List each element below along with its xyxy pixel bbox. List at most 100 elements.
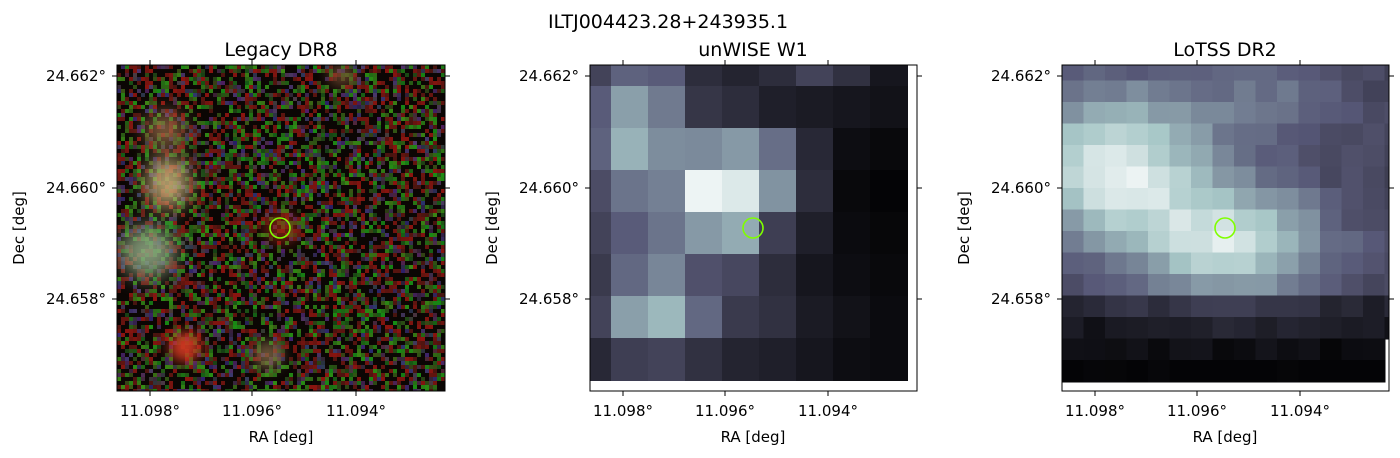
image-pixel: [405, 121, 409, 125]
image-pixel: [133, 285, 137, 289]
image-pixel: [141, 177, 145, 181]
image-pixel: [385, 257, 389, 261]
image-pixel: [1083, 295, 1106, 318]
image-pixel: [329, 289, 333, 293]
image-pixel: [389, 173, 393, 177]
image-pixel: [325, 109, 329, 113]
image-pixel: [229, 89, 233, 93]
image-pixel: [1083, 317, 1106, 340]
image-pixel: [313, 89, 317, 93]
image-pixel: [365, 73, 369, 77]
image-pixel: [421, 281, 425, 285]
image-pixel: [293, 117, 297, 121]
image-pixel: [397, 213, 401, 217]
image-pixel: [241, 265, 245, 269]
image-pixel: [437, 241, 441, 245]
image-pixel: [269, 313, 273, 317]
image-pixel: [796, 338, 834, 381]
image-pixel: [213, 181, 217, 185]
image-pixel: [337, 269, 341, 273]
image-pixel: [381, 65, 385, 69]
image-pixel: [381, 137, 385, 141]
image-pixel: [389, 237, 393, 241]
image-pixel: [257, 257, 261, 261]
image-pixel: [201, 309, 205, 313]
image-pixel: [361, 157, 365, 161]
image-pixel: [153, 89, 157, 93]
image-pixel: [305, 205, 309, 209]
image-pixel: [297, 165, 301, 169]
image-pixel: [377, 245, 381, 249]
image-pixel: [141, 165, 145, 169]
image-pixel: [241, 245, 245, 249]
image-pixel: [117, 265, 121, 269]
image-pixel: [333, 93, 337, 97]
image-pixel: [341, 369, 345, 373]
image-pixel: [796, 128, 834, 171]
image-pixel: [421, 197, 425, 201]
image-pixel: [345, 253, 349, 257]
image-pixel: [437, 349, 441, 353]
image-pixel: [189, 145, 193, 149]
image-pixel: [425, 357, 429, 361]
image-pixel: [257, 289, 261, 293]
image-pixel: [433, 369, 437, 373]
image-pixel: [225, 309, 229, 313]
image-pixel: [341, 233, 345, 237]
image-pixel: [189, 293, 193, 297]
image-pixel: [229, 297, 233, 301]
image-pixel: [169, 97, 173, 101]
y-tick-label: 24.662°: [991, 67, 1051, 85]
image-pixel: [249, 177, 253, 181]
image-pixel: [437, 301, 441, 305]
image-pixel: [409, 225, 413, 229]
image-pixel: [313, 181, 317, 185]
image-pixel: [181, 365, 185, 369]
image-pixel: [325, 89, 329, 93]
image-pixel: [233, 353, 237, 357]
image-pixel: [205, 161, 209, 165]
image-pixel: [353, 213, 357, 217]
image-pixel: [189, 289, 193, 293]
image-pixel: [305, 149, 309, 153]
image-pixel: [177, 69, 181, 73]
image-pixel: [349, 233, 353, 237]
image-pixel: [209, 217, 213, 221]
image-pixel: [1234, 231, 1257, 254]
image-pixel: [441, 369, 445, 373]
image-pixel: [153, 281, 157, 285]
image-pixel: [221, 177, 225, 181]
image-pixel: [441, 201, 445, 205]
image-pixel: [189, 177, 193, 181]
image-pixel: [273, 289, 277, 293]
image-pixel: [401, 113, 405, 117]
image-pixel: [325, 133, 329, 137]
image-pixel: [369, 125, 373, 129]
image-pixel: [381, 317, 385, 321]
image-pixel: [441, 85, 445, 89]
image-pixel: [1384, 209, 1389, 232]
image-pixel: [157, 349, 161, 353]
image-pixel: [425, 273, 429, 277]
image-pixel: [433, 233, 437, 237]
image-pixel: [329, 133, 333, 137]
image-pixel: [796, 254, 834, 297]
image-pixel: [385, 93, 389, 97]
image-pixel: [197, 353, 201, 357]
image-pixel: [365, 369, 369, 373]
image-pixel: [193, 125, 197, 129]
image-pixel: [225, 245, 229, 249]
image-pixel: [301, 193, 305, 197]
image-pixel: [229, 353, 233, 357]
image-pixel: [337, 329, 341, 333]
image-pixel: [305, 173, 309, 177]
image-pixel: [241, 73, 245, 77]
image-pixel: [1083, 231, 1106, 254]
image-pixel: [349, 377, 353, 381]
image-pixel: [305, 257, 309, 261]
image-pixel: [365, 269, 369, 273]
image-pixel: [249, 165, 253, 169]
image-pixel: [253, 145, 257, 149]
image-pixel: [373, 65, 377, 69]
image-pixel: [197, 385, 201, 389]
